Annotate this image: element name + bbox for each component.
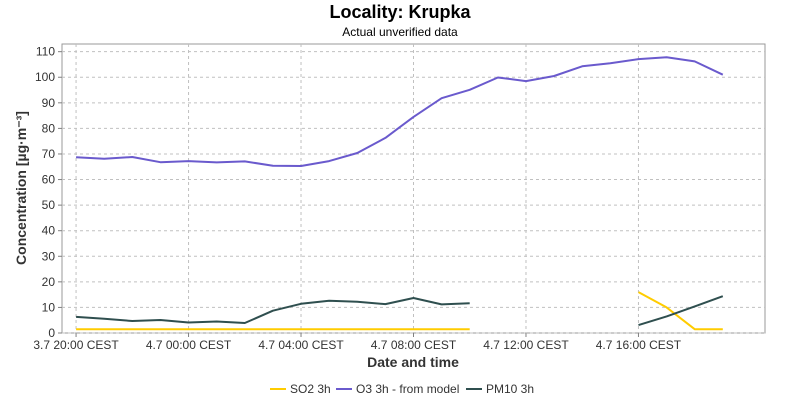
y-tick-label: 90 (42, 96, 56, 110)
legend-label: PM10 3h (486, 382, 534, 396)
y-tick-label: 60 (42, 173, 56, 187)
chart-title: Locality: Krupka (329, 2, 471, 22)
x-tick-label: 4.7 12:00 CEST (483, 338, 569, 352)
y-axis-label: Concentration [µg·m⁻³] (13, 111, 29, 265)
y-tick-label: 20 (42, 275, 56, 289)
chart-subtitle: Actual unverified data (342, 25, 458, 39)
y-tick-label: 0 (48, 326, 55, 340)
series-line-0 (76, 291, 723, 331)
legend-label: SO2 3h (290, 382, 331, 396)
x-tick-label: 4.7 00:00 CEST (146, 338, 232, 352)
y-ticks: 0 10 20 30 40 50 60 70 80 90 100 110 (35, 45, 62, 340)
y-tick-label: 80 (42, 121, 56, 135)
y-tick-label: 70 (42, 147, 56, 161)
y-tick-label: 110 (36, 45, 55, 59)
series-line-1 (76, 56, 724, 167)
legend-label: O3 3h - from model (356, 382, 459, 396)
x-tick-label: 4.7 08:00 CEST (371, 338, 457, 352)
x-tick-label: 3.7 20:00 CEST (33, 338, 119, 352)
y-tick-label: 10 (42, 300, 56, 314)
x-tick-label: 4.7 04:00 CEST (258, 338, 344, 352)
series-group (76, 56, 724, 331)
y-tick-label: 40 (42, 224, 56, 238)
y-tick-label: 50 (42, 198, 56, 212)
x-ticks: 3.7 20:00 CEST 4.7 00:00 CEST 4.7 04:00 CE… (33, 333, 682, 352)
x-axis-label: Date and time (367, 354, 459, 370)
y-tick-label: 30 (42, 249, 56, 263)
legend: SO2 3h O3 3h - from model PM10 3h (270, 382, 534, 396)
x-tick-label: 4.7 16:00 CEST (596, 338, 682, 352)
grid (62, 44, 765, 334)
series-line-2 (76, 295, 724, 327)
y-tick-label: 100 (35, 70, 55, 84)
